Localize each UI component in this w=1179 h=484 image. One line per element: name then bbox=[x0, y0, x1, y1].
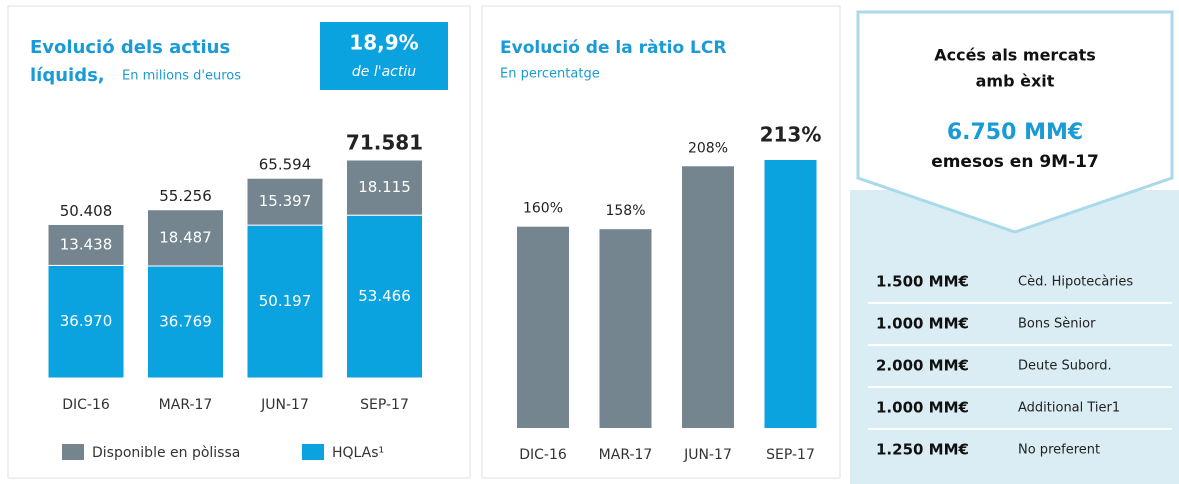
total-label: 71.581 bbox=[346, 131, 423, 155]
x-tick-label: SEP-17 bbox=[360, 397, 409, 413]
callout-label: de l'actiu bbox=[352, 64, 416, 80]
bar-segment bbox=[246, 224, 324, 379]
legend-label: HQLAs¹ bbox=[332, 445, 384, 461]
bar bbox=[599, 229, 652, 428]
segment-label: 18.487 bbox=[159, 228, 212, 246]
x-tick-label: JUN-17 bbox=[683, 447, 732, 463]
x-tick-label: DIC-16 bbox=[519, 447, 567, 463]
x-tick-label: DIC-16 bbox=[62, 397, 110, 413]
bar bbox=[682, 166, 734, 428]
panel-background bbox=[850, 190, 1179, 484]
item-label: Deute Subord. bbox=[1018, 359, 1112, 374]
bar-segment bbox=[147, 209, 224, 267]
legend-swatch bbox=[302, 444, 324, 460]
bar bbox=[764, 160, 817, 428]
total-label: 65.594 bbox=[259, 156, 312, 174]
item-label: No preferent bbox=[1018, 443, 1100, 458]
panel-highlight: 6.750 MM€ bbox=[947, 120, 1083, 145]
item-label: Bons Sènior bbox=[1018, 317, 1096, 332]
item-label: Cèd. Hipotecàries bbox=[1018, 275, 1133, 290]
item-amount: 2.000 MM€ bbox=[876, 357, 969, 375]
value-label: 160% bbox=[523, 201, 563, 217]
chart-title: Evolució dels actius bbox=[30, 37, 230, 58]
bar-segment bbox=[346, 214, 423, 379]
chart-title: Evolució de la ràtio LCR bbox=[500, 38, 726, 58]
bar-segment bbox=[47, 264, 125, 379]
segment-label: 15.397 bbox=[259, 192, 312, 210]
value-label: 213% bbox=[760, 123, 822, 147]
segment-label: 18.115 bbox=[358, 178, 411, 196]
item-label: Additional Tier1 bbox=[1018, 401, 1120, 416]
segment-label: 53.466 bbox=[358, 287, 411, 305]
total-label: 50.408 bbox=[60, 202, 113, 220]
panel-title: Accés als mercats bbox=[934, 46, 1096, 65]
segment-label: 50.197 bbox=[259, 292, 312, 310]
x-tick-label: MAR-17 bbox=[159, 397, 213, 413]
bar-segment bbox=[346, 159, 423, 216]
chart-subtitle: En milions d'euros bbox=[122, 69, 241, 84]
segment-label: 36.970 bbox=[60, 312, 113, 330]
panel-title: amb èxit bbox=[976, 72, 1055, 91]
x-tick-label: SEP-17 bbox=[766, 447, 815, 463]
chart-subtitle: En percentatge bbox=[500, 67, 600, 82]
value-label: 208% bbox=[688, 140, 728, 156]
total-label: 55.256 bbox=[159, 187, 212, 205]
bar-segment bbox=[246, 177, 324, 226]
bar-segment bbox=[147, 265, 224, 379]
callout-box bbox=[320, 22, 448, 90]
callout-shape bbox=[856, 10, 1174, 234]
item-amount: 1.000 MM€ bbox=[876, 315, 969, 333]
legend-swatch bbox=[62, 444, 84, 460]
segment-label: 36.769 bbox=[159, 313, 212, 331]
x-tick-label: JUN-17 bbox=[260, 397, 309, 413]
chart-title: líquids, bbox=[30, 65, 105, 86]
callout-value: 18,9% bbox=[349, 31, 418, 55]
x-tick-label: MAR-17 bbox=[599, 447, 653, 463]
item-amount: 1.000 MM€ bbox=[876, 399, 969, 417]
legend-label: Disponible en pòlissa bbox=[92, 445, 240, 461]
segment-label: 13.438 bbox=[60, 235, 113, 253]
value-label: 158% bbox=[605, 203, 645, 219]
panel-subtitle: emesos en 9M-17 bbox=[931, 152, 1099, 172]
bar bbox=[517, 226, 569, 428]
item-amount: 1.500 MM€ bbox=[876, 273, 969, 291]
item-amount: 1.250 MM€ bbox=[876, 441, 969, 459]
bar-segment bbox=[47, 223, 125, 266]
